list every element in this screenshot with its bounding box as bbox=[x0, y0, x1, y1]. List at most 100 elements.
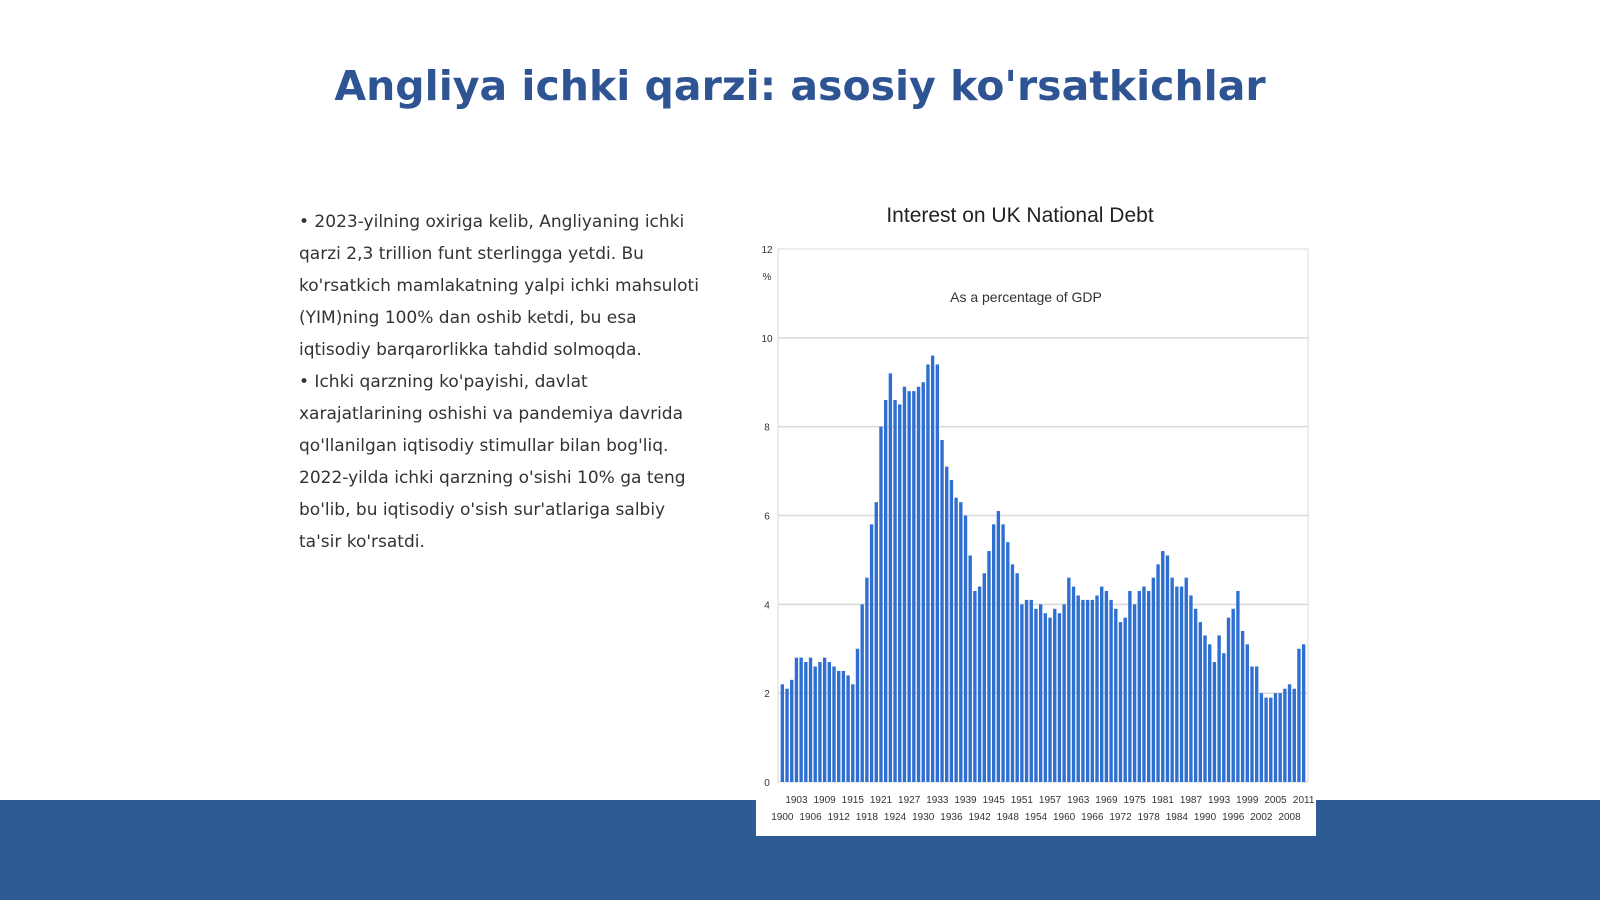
y-tick-label: 6 bbox=[764, 512, 770, 523]
x-tick-label: 1903 bbox=[785, 795, 808, 806]
bar-1904 bbox=[799, 657, 803, 782]
bar-1943 bbox=[982, 573, 986, 782]
bar-1987 bbox=[1189, 595, 1193, 782]
bar-1907 bbox=[813, 666, 817, 782]
x-tick-label: 1972 bbox=[1109, 812, 1132, 823]
bar-1948 bbox=[1006, 542, 1010, 782]
bar-1984 bbox=[1175, 586, 1179, 782]
bar-1921 bbox=[879, 426, 883, 782]
x-tick-label: 1981 bbox=[1152, 795, 1175, 806]
x-tick-label: 1927 bbox=[898, 795, 921, 806]
bar-1939 bbox=[963, 515, 968, 782]
bar-1967 bbox=[1095, 595, 1099, 782]
bar-1973 bbox=[1123, 617, 1127, 782]
bar-2004 bbox=[1269, 697, 1273, 782]
bar-1938 bbox=[959, 502, 963, 782]
bar-2009 bbox=[1292, 688, 1296, 782]
bar-1945 bbox=[992, 524, 996, 782]
bar-1908 bbox=[818, 662, 822, 782]
bar-1997 bbox=[1236, 591, 1240, 782]
bar-1957 bbox=[1048, 617, 1052, 782]
x-tick-label: 1999 bbox=[1236, 795, 1259, 806]
bar-1942 bbox=[977, 586, 982, 782]
bar-1996 bbox=[1231, 608, 1235, 782]
bar-1920 bbox=[874, 502, 878, 782]
x-tick-label: 1957 bbox=[1039, 795, 1062, 806]
bar-1979 bbox=[1151, 577, 1156, 782]
bullet-list: • 2023-yilning oxiriga kelib, Angliyanin… bbox=[299, 206, 699, 558]
bar-1972 bbox=[1118, 622, 1123, 782]
bullet-item: • Ichki qarzning ko'payishi, davlat xara… bbox=[299, 372, 686, 552]
x-tick-label: 1963 bbox=[1067, 795, 1090, 806]
bar-1930 bbox=[921, 382, 925, 782]
x-tick-label: 1969 bbox=[1095, 795, 1118, 806]
x-tick-label: 1924 bbox=[884, 812, 907, 823]
bar-1909 bbox=[822, 657, 827, 782]
bar-1995 bbox=[1226, 617, 1231, 782]
y-tick-label: 12 bbox=[761, 245, 773, 256]
bar-1962 bbox=[1071, 586, 1076, 782]
bar-1912 bbox=[837, 670, 841, 782]
x-tick-label: 1942 bbox=[968, 812, 991, 823]
bar-1999 bbox=[1245, 644, 1249, 782]
bar-2002 bbox=[1259, 693, 1264, 782]
bar-1988 bbox=[1193, 608, 1198, 782]
x-tick-label: 1993 bbox=[1208, 795, 1231, 806]
x-tick-label: 1990 bbox=[1194, 812, 1217, 823]
bar-1944 bbox=[987, 551, 991, 782]
bar-1947 bbox=[1001, 524, 1005, 782]
x-tick-label: 1960 bbox=[1053, 812, 1076, 823]
bar-1941 bbox=[973, 591, 977, 782]
bar-1922 bbox=[883, 400, 888, 782]
bar-1991 bbox=[1208, 644, 1212, 782]
x-tick-label: 1948 bbox=[997, 812, 1020, 823]
bar-1906 bbox=[808, 657, 813, 782]
bar-1968 bbox=[1100, 586, 1104, 782]
bar-1994 bbox=[1222, 653, 1226, 782]
bar-1932 bbox=[930, 355, 935, 782]
y-tick-label: 0 bbox=[764, 778, 770, 789]
bar-1977 bbox=[1142, 586, 1146, 782]
x-tick-label: 1900 bbox=[771, 812, 794, 823]
x-tick-label: 1984 bbox=[1166, 812, 1189, 823]
y-tick-label: 2 bbox=[764, 689, 770, 700]
bar-1952 bbox=[1024, 599, 1029, 782]
bar-2008 bbox=[1287, 684, 1292, 782]
bar-1993 bbox=[1217, 635, 1221, 782]
bar-1963 bbox=[1076, 595, 1080, 782]
bar-2006 bbox=[1278, 693, 1282, 782]
bar-2011 bbox=[1301, 644, 1306, 782]
bullet-item: • 2023-yilning oxiriga kelib, Angliyanin… bbox=[299, 212, 699, 360]
bar-1978 bbox=[1146, 591, 1151, 782]
bar-1982 bbox=[1165, 555, 1170, 782]
bar-1937 bbox=[954, 497, 958, 782]
x-tick-label: 1996 bbox=[1222, 812, 1245, 823]
bar-2001 bbox=[1255, 666, 1259, 782]
bar-1901 bbox=[785, 688, 789, 782]
x-tick-label: 1954 bbox=[1025, 812, 1048, 823]
bar-2000 bbox=[1250, 666, 1254, 782]
bar-1965 bbox=[1085, 599, 1090, 782]
bar-1905 bbox=[804, 662, 808, 782]
bar-1980 bbox=[1156, 564, 1160, 782]
y-tick-label: 4 bbox=[764, 600, 770, 611]
bar-1915 bbox=[851, 684, 855, 782]
bar-1970 bbox=[1109, 599, 1113, 782]
bar-1981 bbox=[1161, 551, 1165, 782]
bar-1949 bbox=[1010, 564, 1015, 782]
bar-1919 bbox=[869, 524, 874, 782]
bar-1910 bbox=[827, 662, 831, 782]
bar-1969 bbox=[1104, 591, 1109, 782]
x-tick-label: 1987 bbox=[1180, 795, 1203, 806]
bar-1959 bbox=[1057, 613, 1062, 782]
y-axis: 0 2 4 6 8 10 12 bbox=[761, 245, 773, 789]
bar-1951 bbox=[1020, 604, 1024, 782]
bar-1928 bbox=[912, 391, 916, 782]
bar-1924 bbox=[893, 400, 897, 782]
bar-1950 bbox=[1015, 573, 1019, 782]
bar-1960 bbox=[1062, 604, 1066, 782]
bar-1975 bbox=[1132, 604, 1137, 782]
bar-1976 bbox=[1137, 591, 1141, 782]
bar-1971 bbox=[1114, 608, 1118, 782]
bar-1926 bbox=[902, 386, 907, 782]
